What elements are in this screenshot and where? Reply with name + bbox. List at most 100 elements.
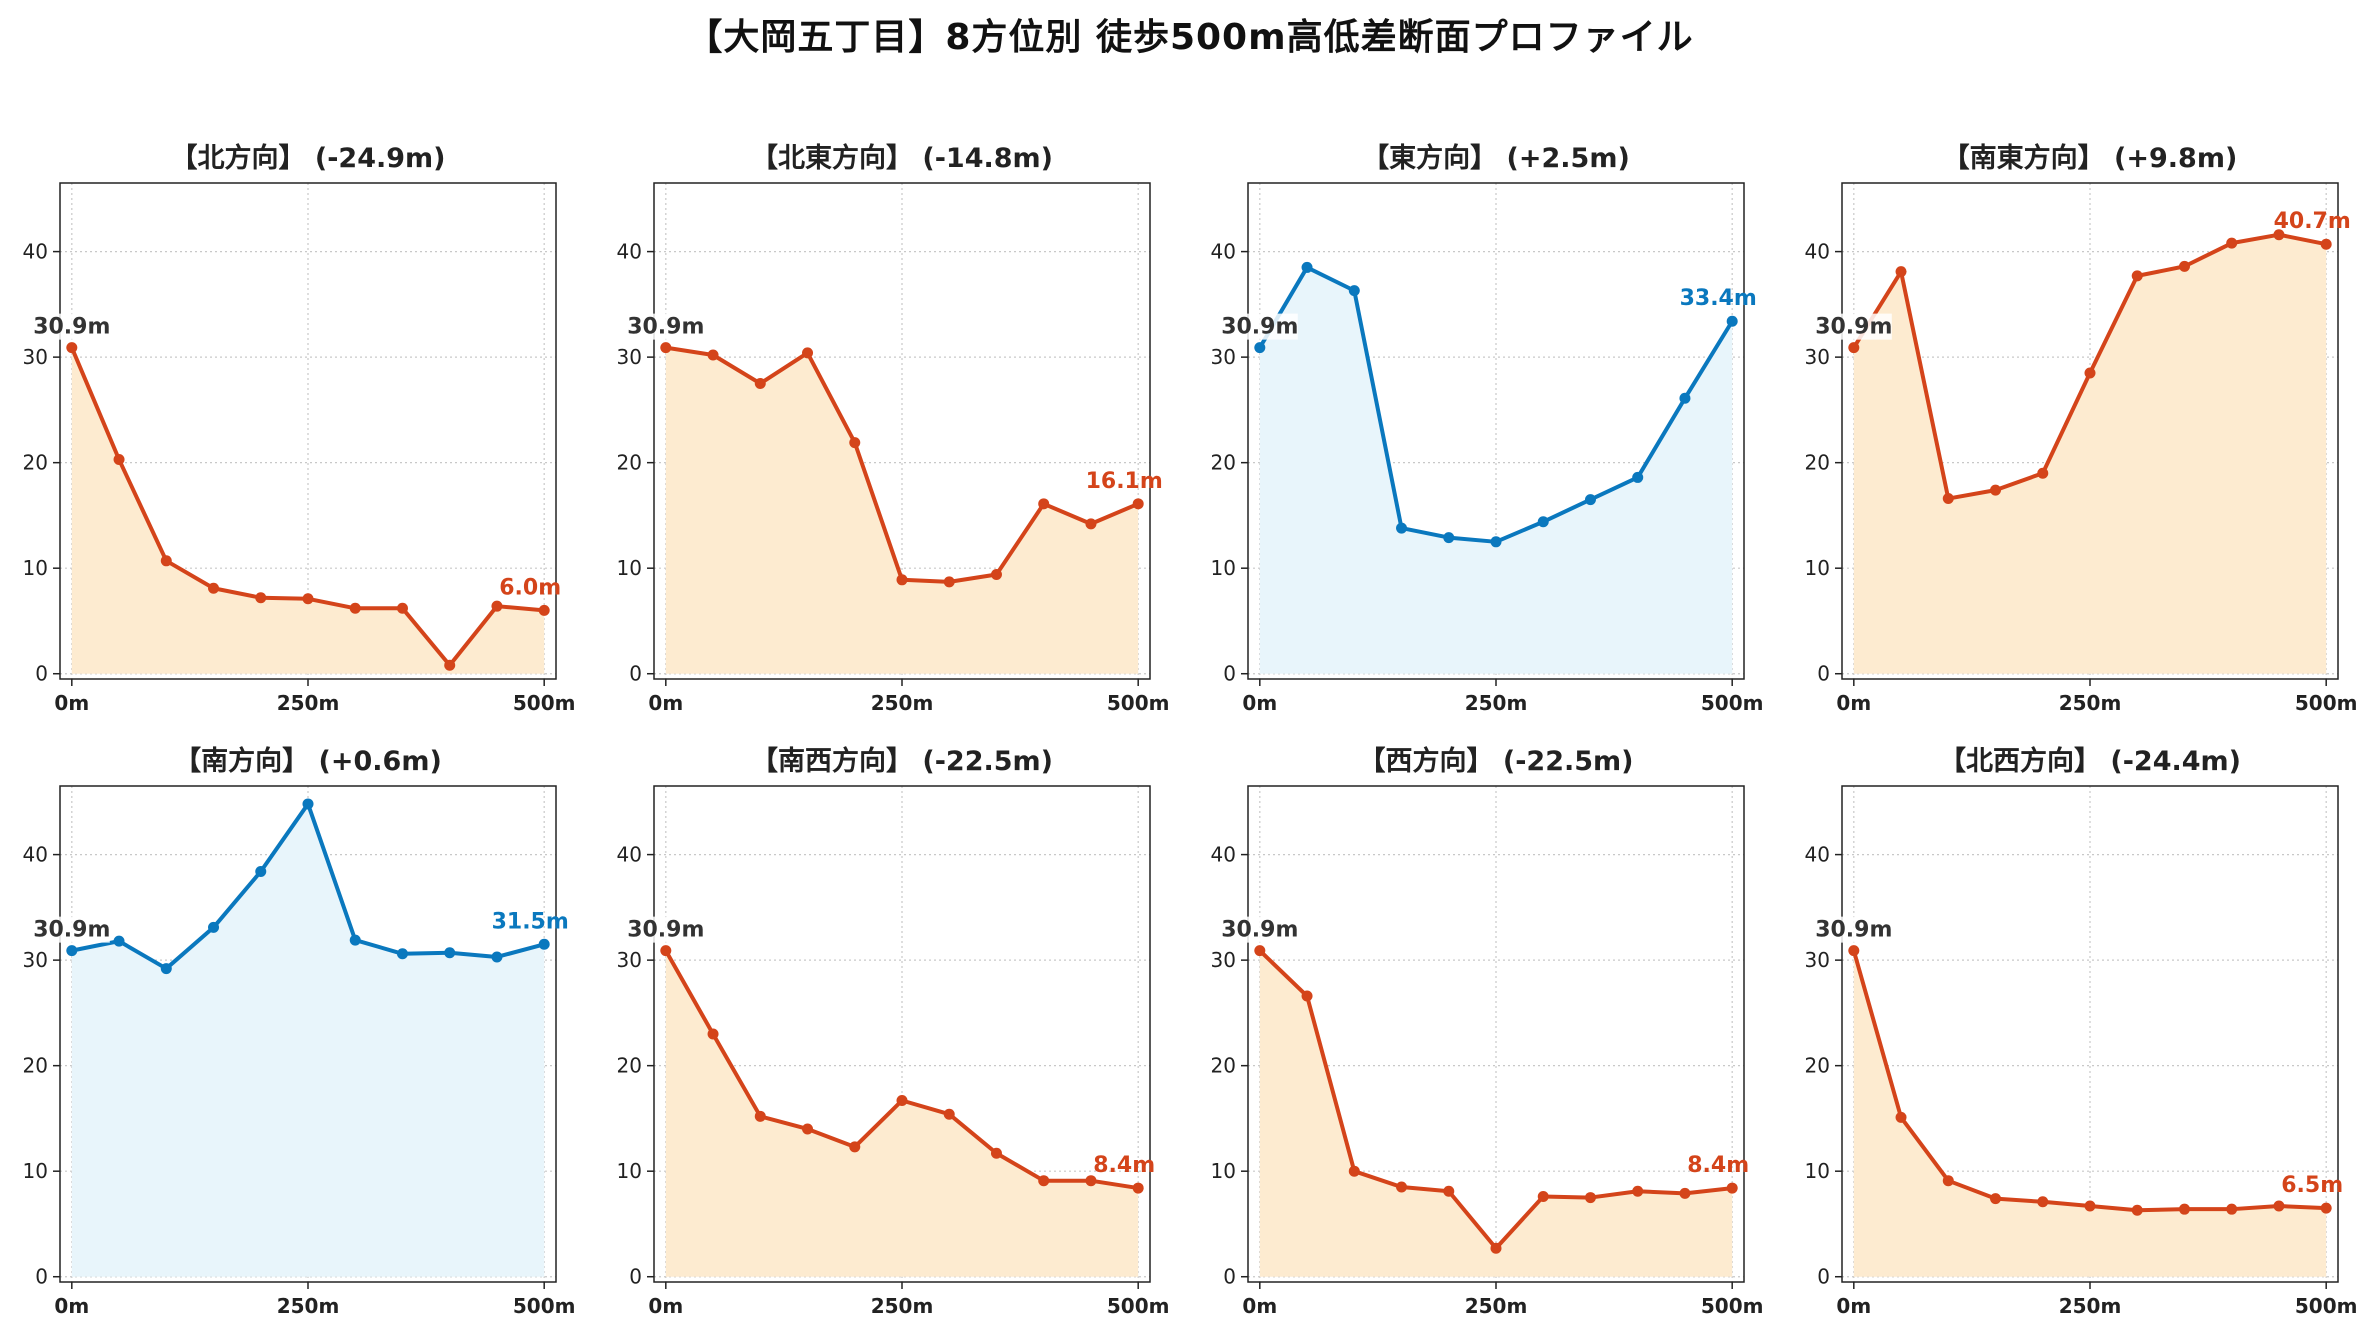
data-point bbox=[1085, 518, 1097, 530]
data-point bbox=[1396, 522, 1408, 534]
data-point bbox=[2131, 1204, 2143, 1216]
y-tick-label: 30 bbox=[23, 345, 48, 369]
start-label-bg bbox=[627, 916, 704, 943]
data-point bbox=[1942, 493, 1954, 505]
x-tick-label: 250m bbox=[871, 691, 934, 715]
data-point bbox=[1537, 1191, 1549, 1203]
y-tick-label: 10 bbox=[1211, 556, 1236, 580]
data-point bbox=[349, 602, 361, 614]
x-tick-label: 500m bbox=[513, 691, 576, 715]
y-tick-label: 0 bbox=[1223, 1265, 1236, 1289]
data-point bbox=[1490, 536, 1502, 548]
y-tick-label: 40 bbox=[23, 843, 48, 867]
y-tick-label: 0 bbox=[1817, 1265, 1830, 1289]
data-point bbox=[208, 582, 220, 594]
data-point bbox=[1301, 261, 1313, 273]
y-tick-label: 10 bbox=[1805, 1159, 1830, 1183]
data-point bbox=[1443, 1185, 1455, 1197]
x-tick-label: 0m bbox=[648, 691, 683, 715]
subplot-title: 【北方向】 (-24.9m) bbox=[170, 142, 445, 174]
subplot-4: 【南東方向】 (+9.8m) 0 10 20 30 40 0m 250m 500m 30.9m 40… bbox=[1805, 142, 2358, 715]
x-tick-label: 250m bbox=[871, 1294, 934, 1318]
data-point bbox=[2273, 1200, 2285, 1212]
x-tick-label: 500m bbox=[1107, 691, 1170, 715]
x-tick-label: 0m bbox=[1242, 1294, 1277, 1318]
y-tick-label: 0 bbox=[35, 1265, 48, 1289]
data-point bbox=[2037, 1196, 2049, 1208]
data-point bbox=[1254, 342, 1266, 354]
data-point bbox=[113, 453, 125, 465]
start-value-label: 30.9m bbox=[627, 918, 704, 943]
data-point bbox=[2178, 260, 2190, 272]
y-tick-label: 20 bbox=[1211, 1054, 1236, 1078]
data-point bbox=[2226, 237, 2238, 249]
end-value-label: 16.1m bbox=[1086, 469, 1163, 494]
y-tick-label: 30 bbox=[1211, 948, 1236, 972]
y-tick-label: 40 bbox=[617, 240, 642, 264]
data-point bbox=[349, 934, 361, 946]
data-point bbox=[660, 342, 672, 354]
data-point bbox=[943, 1108, 955, 1120]
data-point bbox=[2178, 1203, 2190, 1215]
y-tick-label: 20 bbox=[617, 1054, 642, 1078]
data-point bbox=[1679, 392, 1691, 404]
data-point bbox=[396, 602, 408, 614]
x-tick-label: 0m bbox=[1836, 691, 1871, 715]
x-tick-label: 500m bbox=[1701, 691, 1764, 715]
x-tick-label: 0m bbox=[648, 1294, 683, 1318]
data-point bbox=[2037, 467, 2049, 479]
y-tick-label: 10 bbox=[617, 1159, 642, 1183]
data-point bbox=[444, 947, 456, 959]
y-tick-label: 20 bbox=[1211, 451, 1236, 475]
data-point bbox=[1254, 945, 1266, 957]
y-tick-label: 20 bbox=[1805, 451, 1830, 475]
data-point bbox=[1396, 1181, 1408, 1193]
data-point bbox=[990, 569, 1002, 581]
data-point bbox=[1038, 498, 1050, 510]
data-point bbox=[491, 951, 503, 963]
y-tick-label: 10 bbox=[1211, 1159, 1236, 1183]
start-label-bg bbox=[1815, 916, 1892, 943]
data-point bbox=[160, 555, 172, 567]
data-point bbox=[1679, 1187, 1691, 1199]
data-point bbox=[1443, 532, 1455, 544]
data-point bbox=[1848, 945, 1860, 957]
data-point bbox=[1632, 1185, 1644, 1197]
data-point bbox=[2320, 1202, 2332, 1214]
start-value-label: 30.9m bbox=[1815, 918, 1892, 943]
subplot-6: 【南西方向】 (-22.5m) 0 10 20 30 40 0m 250m 500m 30.9m 8… bbox=[617, 745, 1170, 1318]
data-point bbox=[160, 963, 172, 975]
data-point bbox=[1895, 1111, 1907, 1123]
data-point bbox=[255, 865, 267, 877]
start-label-bg bbox=[627, 313, 704, 340]
data-point bbox=[802, 1123, 814, 1135]
data-point bbox=[2084, 367, 2096, 379]
y-tick-label: 30 bbox=[617, 345, 642, 369]
figure-title: 【大岡五丁目】8方位別 徒歩500m高低差断面プロファイル bbox=[686, 17, 1694, 58]
end-value-label: 40.7m bbox=[2274, 209, 2351, 234]
y-tick-label: 10 bbox=[617, 556, 642, 580]
data-point bbox=[2131, 270, 2143, 282]
start-value-label: 30.9m bbox=[627, 315, 704, 340]
area-fill bbox=[1853, 950, 2327, 1277]
start-label-bg bbox=[1221, 313, 1298, 340]
data-point bbox=[1584, 494, 1596, 506]
y-tick-label: 10 bbox=[23, 556, 48, 580]
data-point bbox=[1895, 266, 1907, 278]
subplot-title: 【東方向】 (+2.5m) bbox=[1362, 142, 1630, 174]
area-fill bbox=[665, 950, 1139, 1277]
x-tick-label: 0m bbox=[54, 1294, 89, 1318]
subplot-title: 【南東方向】 (+9.8m) bbox=[1943, 142, 2238, 174]
y-tick-label: 20 bbox=[23, 451, 48, 475]
end-value-label: 8.4m bbox=[1093, 1153, 1155, 1178]
y-tick-label: 10 bbox=[23, 1159, 48, 1183]
y-tick-label: 30 bbox=[23, 948, 48, 972]
y-tick-label: 40 bbox=[1211, 240, 1236, 264]
data-point bbox=[66, 342, 78, 354]
y-tick-label: 40 bbox=[1805, 240, 1830, 264]
end-value-label: 8.4m bbox=[1687, 1153, 1749, 1178]
data-point bbox=[2273, 229, 2285, 241]
data-point bbox=[2226, 1203, 2238, 1215]
data-point bbox=[754, 1110, 766, 1122]
